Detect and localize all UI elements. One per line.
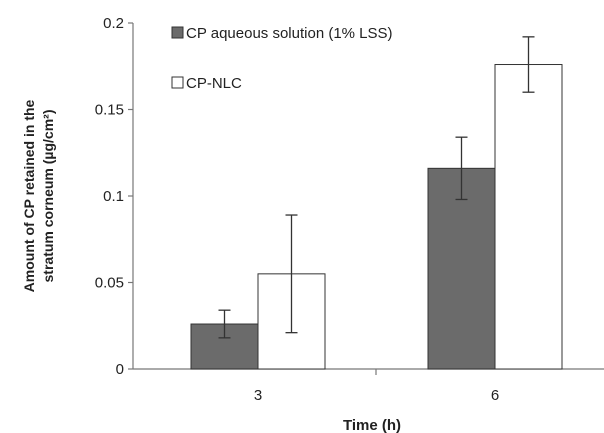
x-axis-label: Time (h) xyxy=(343,417,401,433)
y-tick-label: 0.1 xyxy=(103,188,124,205)
y-tick-label: 0.05 xyxy=(95,275,124,292)
y-tick-label: 0.15 xyxy=(95,102,124,119)
legend-label-cp-nlc: CP-NLC xyxy=(186,75,242,92)
y-ticks: 0 0.05 0.1 0.15 0.2 xyxy=(95,15,133,378)
x-tick-label: 3 xyxy=(254,387,262,404)
y-tick-label: 0 xyxy=(116,361,124,378)
bar xyxy=(427,167,496,370)
legend-swatch-cp-nlc xyxy=(171,76,184,89)
legend-swatch-cp-aqueous xyxy=(171,26,184,39)
x-tick-label: 6 xyxy=(491,387,499,404)
legend: CP aqueous solution (1% LSS) CP-NLC xyxy=(171,25,393,92)
y-axis-label-line2: stratum corneum (µg/cm²) xyxy=(40,110,56,283)
error-bars xyxy=(218,36,535,339)
y-axis-label-line1: Amount of CP retained in the xyxy=(21,99,37,292)
bar xyxy=(494,64,563,370)
bars xyxy=(190,64,563,370)
y-tick-label: 0.2 xyxy=(103,15,124,32)
legend-label-cp-aqueous: CP aqueous solution (1% LSS) xyxy=(186,25,393,42)
